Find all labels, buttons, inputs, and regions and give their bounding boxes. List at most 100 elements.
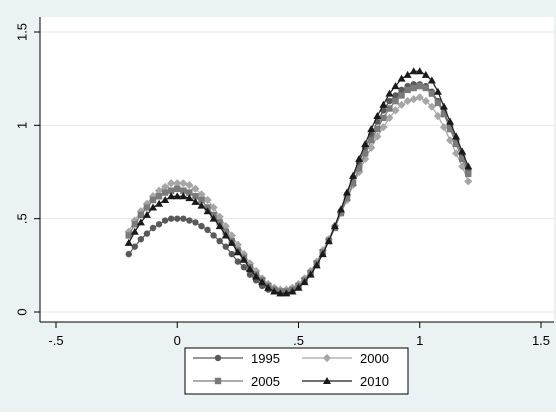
data-point [227, 238, 236, 246]
legend-label: 2005 [251, 374, 280, 389]
data-point [397, 74, 406, 82]
x-tick-label: .5 [293, 333, 304, 348]
data-point [149, 203, 157, 211]
legend-entry-2010: 2010 [302, 374, 389, 389]
data-point [143, 204, 151, 211]
data-point [192, 219, 199, 226]
data-point [215, 212, 224, 221]
data-point [198, 222, 205, 230]
data-point [131, 221, 139, 228]
axis-ticks: -.5 0 .5 1 1.5 0 .5 1 1.5 [15, 23, 550, 348]
data-point [239, 250, 249, 259]
data-point [385, 113, 394, 122]
data-point [203, 195, 212, 205]
data-point [433, 87, 442, 95]
data-point [209, 203, 218, 212]
data-point [312, 261, 321, 269]
series-2010 [124, 67, 473, 297]
data-point [130, 227, 139, 235]
data-point [137, 211, 145, 219]
data-point [398, 86, 405, 94]
data-point [368, 137, 375, 144]
data-point [228, 250, 236, 258]
data-point [233, 248, 242, 256]
data-point [434, 99, 442, 107]
data-point [306, 270, 315, 278]
data-point [373, 132, 382, 141]
data-point [361, 140, 370, 147]
data-point [416, 82, 423, 90]
data-point [185, 180, 194, 190]
legend-label: 1995 [251, 351, 280, 366]
data-point [445, 136, 455, 145]
data-point [186, 217, 193, 224]
data-point [397, 100, 406, 109]
data-point [404, 86, 411, 94]
data-point [246, 265, 254, 273]
data-point [386, 105, 393, 112]
data-point [318, 250, 327, 258]
data-point [179, 179, 188, 188]
data-point [446, 117, 455, 125]
data-point [167, 215, 175, 222]
data-point [136, 218, 145, 226]
data-point [379, 100, 388, 108]
data-point [398, 92, 405, 99]
y-tick-label: 0 [15, 308, 30, 315]
data-point [125, 232, 132, 239]
data-point [421, 96, 430, 106]
data-point [440, 110, 448, 118]
data-point [167, 192, 176, 200]
data-point [239, 255, 248, 263]
data-point [258, 278, 267, 286]
data-point [197, 201, 206, 209]
data-point [421, 70, 430, 78]
data-point [433, 111, 443, 121]
data-point [246, 271, 254, 278]
data-point [380, 114, 387, 122]
data-point [337, 209, 345, 217]
data-point [161, 189, 169, 196]
x-tick-label: 1 [416, 333, 423, 348]
x-tick-label: -.5 [48, 333, 63, 348]
data-point [367, 125, 376, 133]
data-point [446, 125, 454, 133]
data-point [409, 67, 418, 75]
legend-label: 2000 [360, 351, 389, 366]
data-point [180, 215, 187, 222]
data-point [197, 190, 206, 199]
data-point [192, 193, 199, 200]
data-point [409, 95, 418, 104]
data-point [415, 93, 424, 102]
data-point [131, 243, 139, 250]
data-point [343, 194, 351, 202]
data-point [180, 187, 187, 194]
data-point [203, 207, 212, 215]
data-point [142, 210, 151, 218]
data-point [174, 185, 181, 192]
data-point [294, 283, 303, 291]
data-point [391, 106, 400, 115]
legend: 1995 2000 2005 2010 [184, 347, 409, 395]
axes [39, 17, 554, 323]
y-tick-label: 1.5 [15, 23, 30, 41]
data-point [198, 196, 205, 204]
data-point [222, 243, 229, 250]
data-point [465, 170, 472, 178]
data-point [452, 149, 461, 158]
y-tick-label: 1 [15, 122, 30, 129]
data-point [161, 217, 169, 224]
legend-label: 2010 [360, 374, 389, 389]
data-point [173, 192, 182, 200]
data-point [173, 179, 182, 188]
data-point [125, 250, 132, 258]
data-point [385, 89, 394, 97]
data-point [155, 199, 164, 207]
data-point [167, 187, 175, 194]
series-lines [124, 67, 473, 297]
data-point [209, 214, 218, 222]
data-point [336, 205, 345, 213]
data-point [240, 264, 248, 271]
legend-entry-2000: 2000 [302, 351, 389, 366]
